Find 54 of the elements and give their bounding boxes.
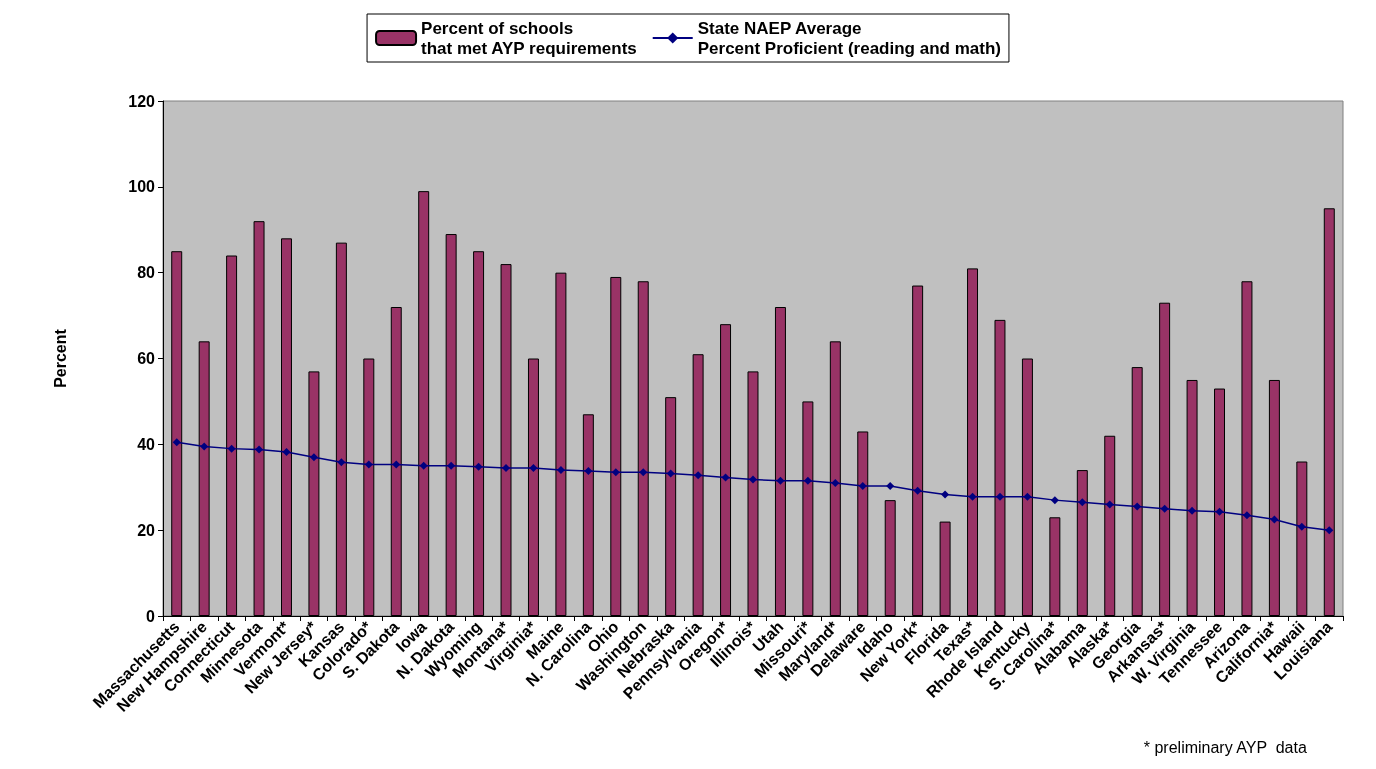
point <box>1160 504 1169 513</box>
y-axis-title: Percent <box>51 328 69 388</box>
point <box>255 445 264 454</box>
point <box>611 468 620 477</box>
y-tick-label: 120 <box>128 92 156 110</box>
point <box>172 438 181 447</box>
point <box>995 492 1004 501</box>
point <box>392 460 401 469</box>
point <box>364 460 373 469</box>
point <box>419 461 428 470</box>
point <box>1325 526 1334 535</box>
point <box>1242 511 1251 520</box>
point <box>1078 498 1087 507</box>
point <box>1215 507 1224 516</box>
y-tick-label: 60 <box>137 350 156 367</box>
point <box>502 463 511 472</box>
point <box>968 492 977 501</box>
point <box>666 469 675 478</box>
point <box>1188 506 1197 515</box>
point <box>227 444 236 453</box>
y-tick-label: 100 <box>128 178 156 196</box>
point <box>529 463 538 472</box>
point <box>941 490 950 499</box>
point <box>913 486 922 495</box>
point <box>584 466 593 475</box>
point <box>200 442 209 451</box>
point <box>1105 500 1114 509</box>
point <box>1270 515 1279 524</box>
point <box>1297 522 1306 531</box>
point <box>1133 502 1142 511</box>
point <box>831 478 840 487</box>
point <box>776 476 785 485</box>
y-tick-label: 80 <box>137 264 156 282</box>
point <box>1023 492 1032 501</box>
point <box>309 453 318 462</box>
point <box>639 468 648 477</box>
point <box>721 473 730 482</box>
y-tick-label: 40 <box>137 435 156 453</box>
legend-label: State NAEP Average Percent Proficient (reading and math) <box>697 18 1001 58</box>
legend-label: Percent of schools that met AYP requirements <box>421 18 637 58</box>
point <box>556 466 565 475</box>
point <box>749 475 757 484</box>
point <box>1050 496 1059 505</box>
point <box>474 462 483 471</box>
y-tick-label: 20 <box>137 521 156 539</box>
point <box>282 448 291 457</box>
point <box>447 461 456 470</box>
point <box>886 481 895 490</box>
y-tick-label: 0 <box>146 607 156 625</box>
point <box>858 481 867 490</box>
text: * preliminary AYP data <box>1143 738 1307 756</box>
point <box>694 471 703 480</box>
point <box>803 476 812 485</box>
point <box>337 458 346 467</box>
